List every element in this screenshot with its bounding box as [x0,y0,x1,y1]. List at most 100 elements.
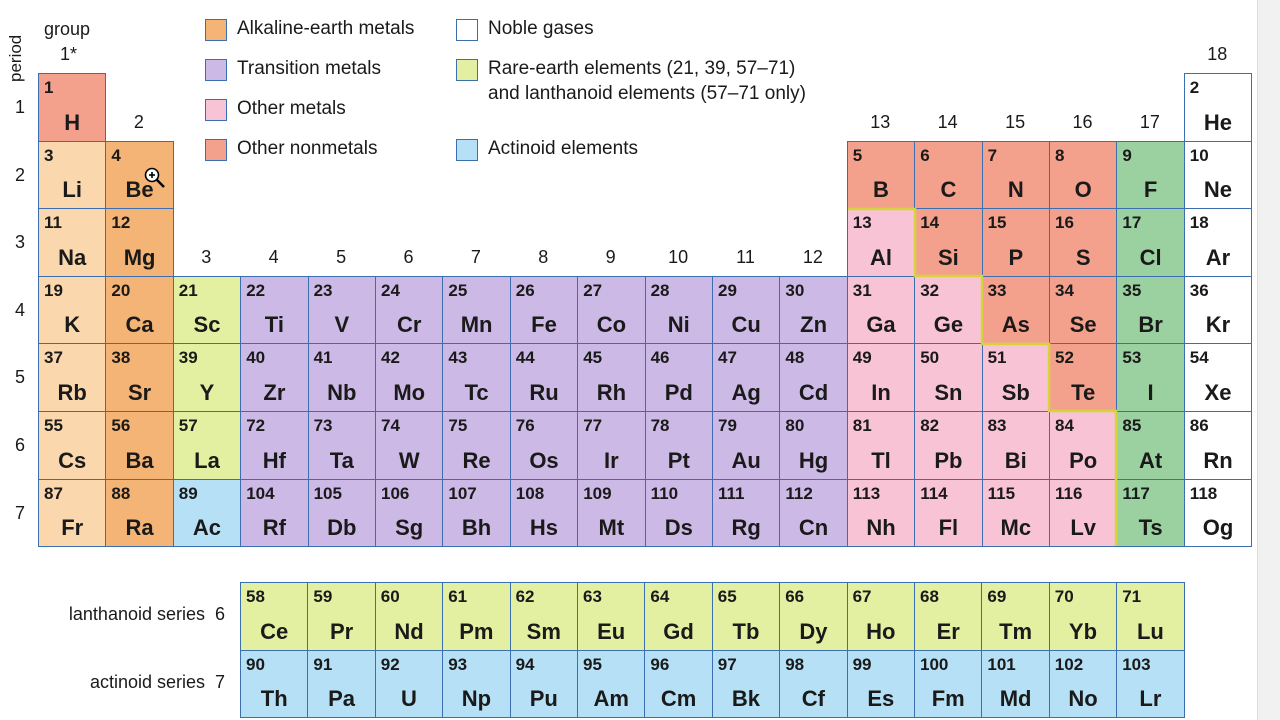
element-cell-mc[interactable]: 115 Mc [981,478,1050,548]
element-cell-np[interactable]: 93 Np [442,649,511,718]
element-cell-lv[interactable]: 116 Lv [1049,478,1118,548]
element-cell-k[interactable]: 19 K [38,275,107,345]
element-cell-sn[interactable]: 50 Sn [914,343,983,412]
element-cell-sr[interactable]: 38 Sr [105,343,174,412]
element-cell-tb[interactable]: 65 Tb [711,582,781,651]
element-cell-mn[interactable]: 25 Mn [442,275,511,345]
element-cell-ce[interactable]: 58 Ce [240,582,309,651]
element-cell-ru[interactable]: 44 Ru [509,343,579,412]
element-cell-cr[interactable]: 24 Cr [375,275,444,345]
element-cell-pm[interactable]: 61 Pm [442,582,511,651]
element-cell-p[interactable]: 15 P [981,208,1050,277]
element-cell-gd[interactable]: 64 Gd [644,582,713,651]
element-cell-kr[interactable]: 36 Kr [1183,275,1253,345]
element-cell-ca[interactable]: 20 Ca [105,275,174,345]
element-cell-br[interactable]: 35 Br [1116,275,1185,345]
element-cell-s[interactable]: 16 S [1049,208,1118,277]
element-cell-be[interactable]: 4 Be [105,140,174,210]
element-cell-pr[interactable]: 59 Pr [307,582,376,651]
element-cell-db[interactable]: 105 Db [307,478,376,548]
element-cell-w[interactable]: 74 W [375,411,444,480]
element-cell-sm[interactable]: 62 Sm [509,582,578,651]
element-cell-ts[interactable]: 117 Ts [1116,478,1185,548]
element-cell-cd[interactable]: 48 Cd [779,343,848,412]
element-cell-cm[interactable]: 96 Cm [644,649,713,718]
element-cell-te[interactable]: 52 Te [1049,343,1118,412]
element-cell-ra[interactable]: 88 Ra [105,478,174,548]
element-cell-ho[interactable]: 67 Ho [846,582,915,651]
element-cell-hf[interactable]: 72 Hf [240,411,309,480]
element-cell-nh[interactable]: 113 Nh [846,478,916,548]
element-cell-sb[interactable]: 51 Sb [981,343,1050,412]
element-cell-tm[interactable]: 69 Tm [981,582,1050,651]
element-cell-ir[interactable]: 77 Ir [577,411,646,480]
element-cell-au[interactable]: 79 Au [712,411,781,480]
element-cell-bi[interactable]: 83 Bi [981,411,1050,480]
element-cell-he[interactable]: 2 He [1183,73,1253,142]
element-cell-hg[interactable]: 80 Hg [779,411,848,480]
element-cell-er[interactable]: 68 Er [914,582,983,651]
element-cell-zr[interactable]: 40 Zr [240,343,309,412]
element-cell-cs[interactable]: 55 Cs [38,411,107,480]
element-cell-la[interactable]: 57 La [172,411,242,480]
element-cell-pd[interactable]: 46 Pd [644,343,713,412]
element-cell-as[interactable]: 33 As [981,275,1050,345]
element-cell-sg[interactable]: 106 Sg [375,478,444,548]
element-cell-lu[interactable]: 71 Lu [1116,582,1185,651]
element-cell-es[interactable]: 99 Es [846,649,915,718]
element-cell-at[interactable]: 85 At [1116,411,1185,480]
element-cell-no[interactable]: 102 No [1048,649,1118,718]
element-cell-ag[interactable]: 47 Ag [712,343,781,412]
element-cell-rn[interactable]: 86 Rn [1183,411,1253,480]
element-cell-os[interactable]: 76 Os [509,411,579,480]
element-cell-ti[interactable]: 22 Ti [240,275,309,345]
element-cell-tl[interactable]: 81 Tl [846,411,916,480]
element-cell-am[interactable]: 95 Am [577,649,646,718]
element-cell-fl[interactable]: 114 Fl [914,478,983,548]
element-cell-fr[interactable]: 87 Fr [38,478,107,548]
element-cell-nd[interactable]: 60 Nd [374,582,444,651]
element-cell-y[interactable]: 39 Y [172,343,242,412]
element-cell-fe[interactable]: 26 Fe [509,275,579,345]
element-cell-ga[interactable]: 31 Ga [846,275,916,345]
element-cell-hs[interactable]: 108 Hs [509,478,579,548]
element-cell-og[interactable]: 118 Og [1183,478,1253,548]
element-cell-ne[interactable]: 10 Ne [1183,140,1253,210]
page-scrollbar[interactable] [1257,0,1280,720]
element-cell-pt[interactable]: 78 Pt [644,411,713,480]
element-cell-mt[interactable]: 109 Mt [577,478,646,548]
element-cell-bk[interactable]: 97 Bk [711,649,781,718]
element-cell-md[interactable]: 101 Md [981,649,1050,718]
element-cell-mo[interactable]: 42 Mo [375,343,444,412]
element-cell-yb[interactable]: 70 Yb [1048,582,1118,651]
element-cell-in[interactable]: 49 In [846,343,916,412]
element-cell-rb[interactable]: 37 Rb [38,343,107,412]
element-cell-al[interactable]: 13 Al [846,208,916,277]
element-cell-po[interactable]: 84 Po [1049,411,1118,480]
element-cell-nb[interactable]: 41 Nb [307,343,376,412]
element-cell-lr[interactable]: 103 Lr [1116,649,1185,718]
element-cell-th[interactable]: 90 Th [240,649,309,718]
element-cell-cn[interactable]: 112 Cn [779,478,848,548]
element-cell-ni[interactable]: 28 Ni [644,275,713,345]
element-cell-rf[interactable]: 104 Rf [240,478,309,548]
element-cell-co[interactable]: 27 Co [577,275,646,345]
element-cell-si[interactable]: 14 Si [914,208,983,277]
element-cell-mg[interactable]: 12 Mg [105,208,174,277]
element-cell-ac[interactable]: 89 Ac [172,478,242,548]
element-cell-dy[interactable]: 66 Dy [779,582,848,651]
element-cell-ba[interactable]: 56 Ba [105,411,174,480]
element-cell-zn[interactable]: 30 Zn [779,275,848,345]
element-cell-xe[interactable]: 54 Xe [1183,343,1253,412]
element-cell-pb[interactable]: 82 Pb [914,411,983,480]
element-cell-tc[interactable]: 43 Tc [442,343,511,412]
element-cell-u[interactable]: 92 U [374,649,444,718]
element-cell-pu[interactable]: 94 Pu [509,649,578,718]
element-cell-pa[interactable]: 91 Pa [307,649,376,718]
